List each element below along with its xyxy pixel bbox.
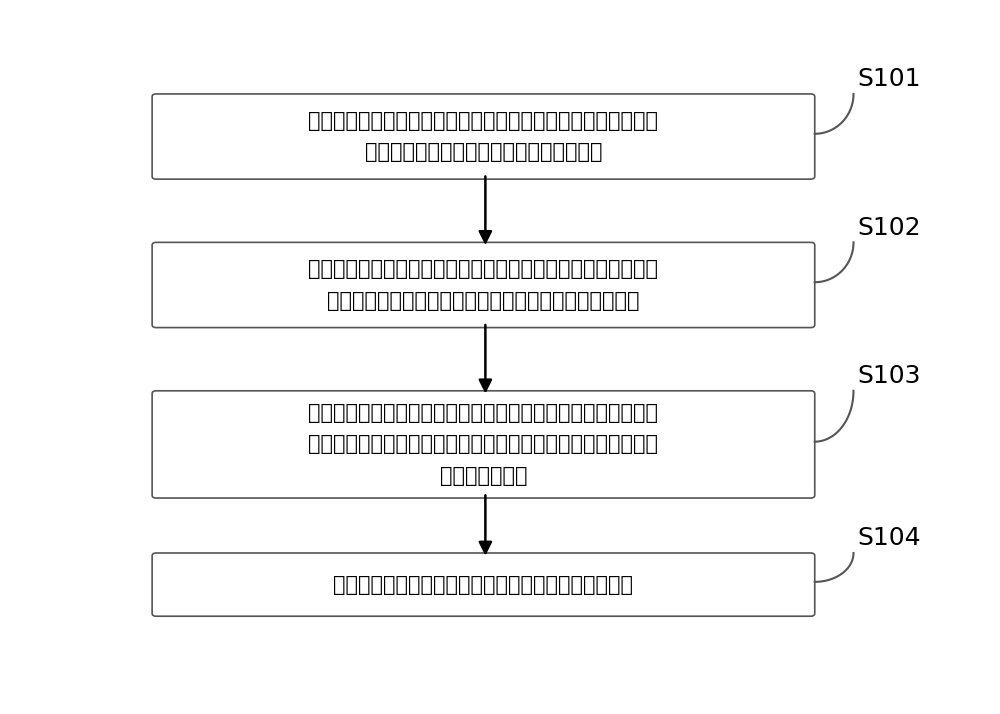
FancyBboxPatch shape [152,553,815,616]
FancyBboxPatch shape [152,391,815,498]
Text: 根据所述优化暂态热路模型获得单芯电缆导体热性参数: 根据所述优化暂态热路模型获得单芯电缆导体热性参数 [333,575,633,595]
Text: S101: S101 [857,67,921,91]
Text: S102: S102 [857,216,921,240]
Text: 按照单芯电缆的实际结构串接所述每一个等效绝缘层分层以及单
芯电缆其余各层的微元圆筒壁暂态热路模型，生成单芯电缆的优
化暂态热路模型: 按照单芯电缆的实际结构串接所述每一个等效绝缘层分层以及单 芯电缆其余各层的微元圆… [308,403,658,486]
Text: 分别建立分层处理后每一个等效绝缘层分层的微元圆筒壁暂态热
路模型以及单芯电缆其余各层的微元圆筒壁暂态热路模型: 分别建立分层处理后每一个等效绝缘层分层的微元圆筒壁暂态热 路模型以及单芯电缆其余… [308,259,658,311]
Text: S104: S104 [857,526,921,550]
Text: 将单芯电缆的导体屏蔽层、绝缘层、绝缘屏蔽层归并处理为等效
绝缘层，并将所述等效绝缘层进行分层处理: 将单芯电缆的导体屏蔽层、绝缘层、绝缘屏蔽层归并处理为等效 绝缘层，并将所述等效绝… [308,111,658,162]
Text: S103: S103 [857,364,921,388]
FancyBboxPatch shape [152,94,815,179]
FancyBboxPatch shape [152,242,815,328]
